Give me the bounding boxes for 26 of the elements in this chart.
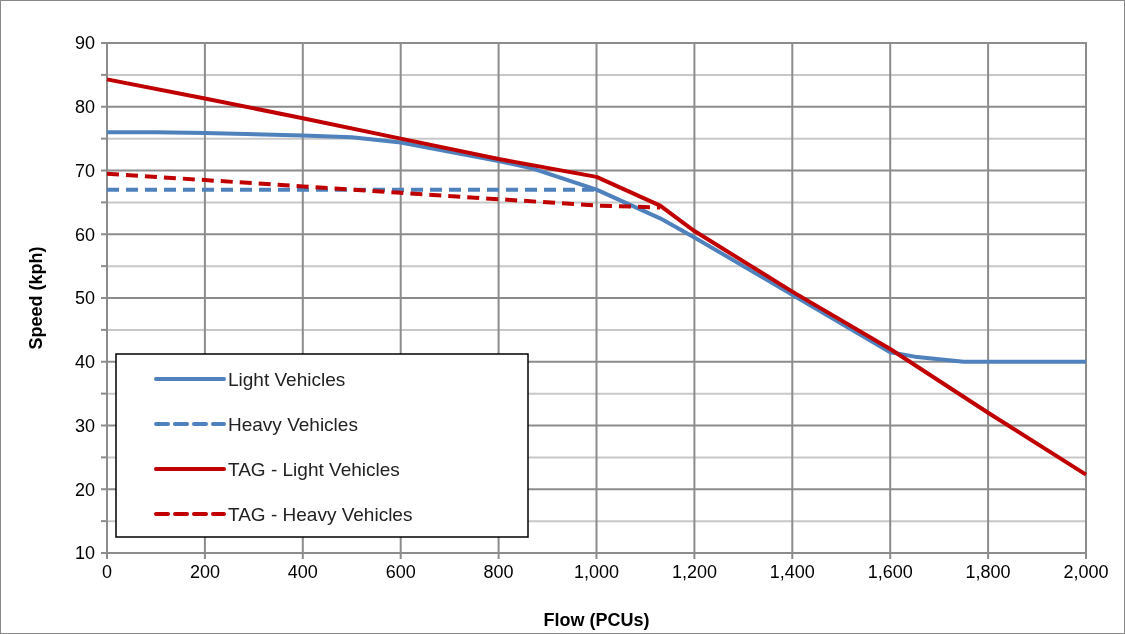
y-tick-label: 20 bbox=[74, 479, 95, 500]
x-tick-label: 1,600 bbox=[867, 562, 913, 582]
x-tick-label: 1,000 bbox=[573, 562, 620, 582]
legend-label: TAG - Light Vehicles bbox=[228, 458, 400, 480]
legend-label: TAG - Heavy Vehicles bbox=[228, 503, 413, 525]
y-axis-title: Speed (kph) bbox=[26, 246, 46, 350]
y-tick-label: 90 bbox=[74, 33, 95, 54]
y-tick-label: 70 bbox=[74, 160, 95, 181]
legend-label: Light Vehicles bbox=[228, 368, 346, 390]
x-tick-label: 1,400 bbox=[769, 562, 815, 582]
y-tick-label: 10 bbox=[74, 543, 95, 564]
x-tick-label: 600 bbox=[385, 562, 416, 582]
x-tick-label: 1,200 bbox=[671, 562, 717, 582]
y-tick-label: 60 bbox=[74, 224, 95, 245]
x-tick-label: 200 bbox=[189, 562, 220, 582]
x-tick-label: 0 bbox=[101, 562, 113, 582]
y-tick-label: 40 bbox=[74, 352, 95, 373]
x-tick-label: 2,000 bbox=[1063, 562, 1109, 582]
y-tick-label: 30 bbox=[74, 415, 95, 436]
legend-label: Heavy Vehicles bbox=[228, 413, 358, 435]
y-tick-label: 50 bbox=[74, 288, 95, 309]
x-tick-label: 400 bbox=[287, 562, 318, 582]
x-tick-label: 800 bbox=[483, 562, 514, 582]
y-tick-label: 80 bbox=[74, 97, 95, 118]
x-tick-label: 1,800 bbox=[965, 562, 1011, 582]
x-axis-title: Flow (PCUs) bbox=[543, 610, 650, 630]
